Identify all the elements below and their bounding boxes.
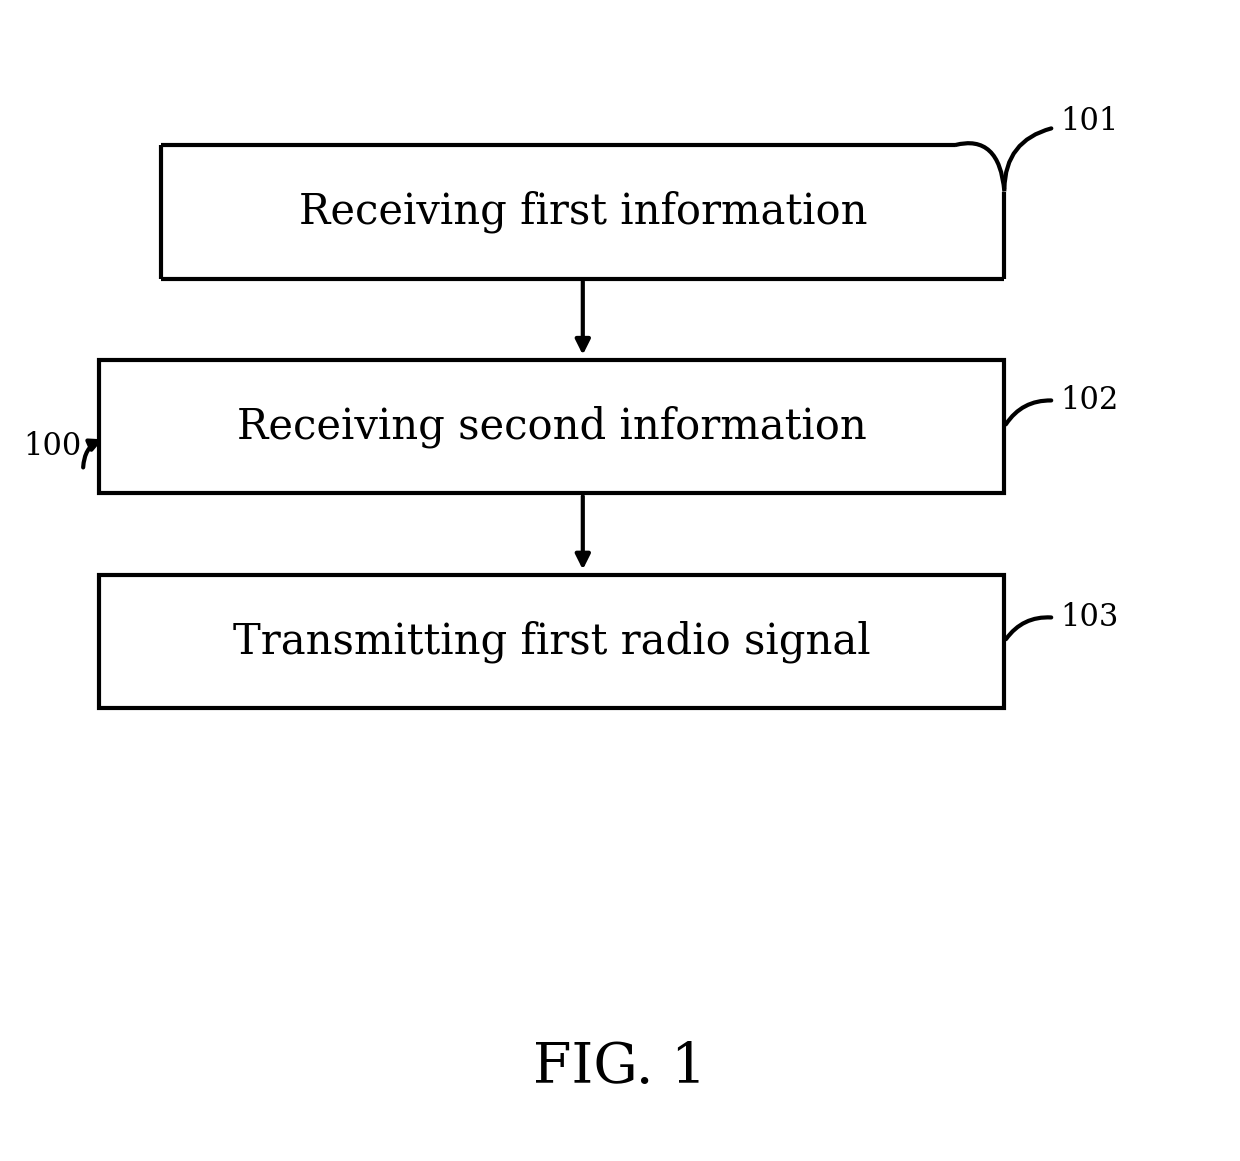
Bar: [99, 360, 1004, 493]
Text: Receiving first information: Receiving first information: [299, 190, 867, 233]
Text: FIG. 1: FIG. 1: [533, 1040, 707, 1096]
Text: 100: 100: [24, 432, 81, 462]
Text: Transmitting first radio signal: Transmitting first radio signal: [233, 620, 870, 663]
Bar: [99, 575, 1004, 708]
Text: 103: 103: [1060, 603, 1118, 633]
Text: 101: 101: [1060, 107, 1118, 137]
Text: 102: 102: [1060, 385, 1118, 416]
Text: Receiving second information: Receiving second information: [237, 405, 867, 448]
